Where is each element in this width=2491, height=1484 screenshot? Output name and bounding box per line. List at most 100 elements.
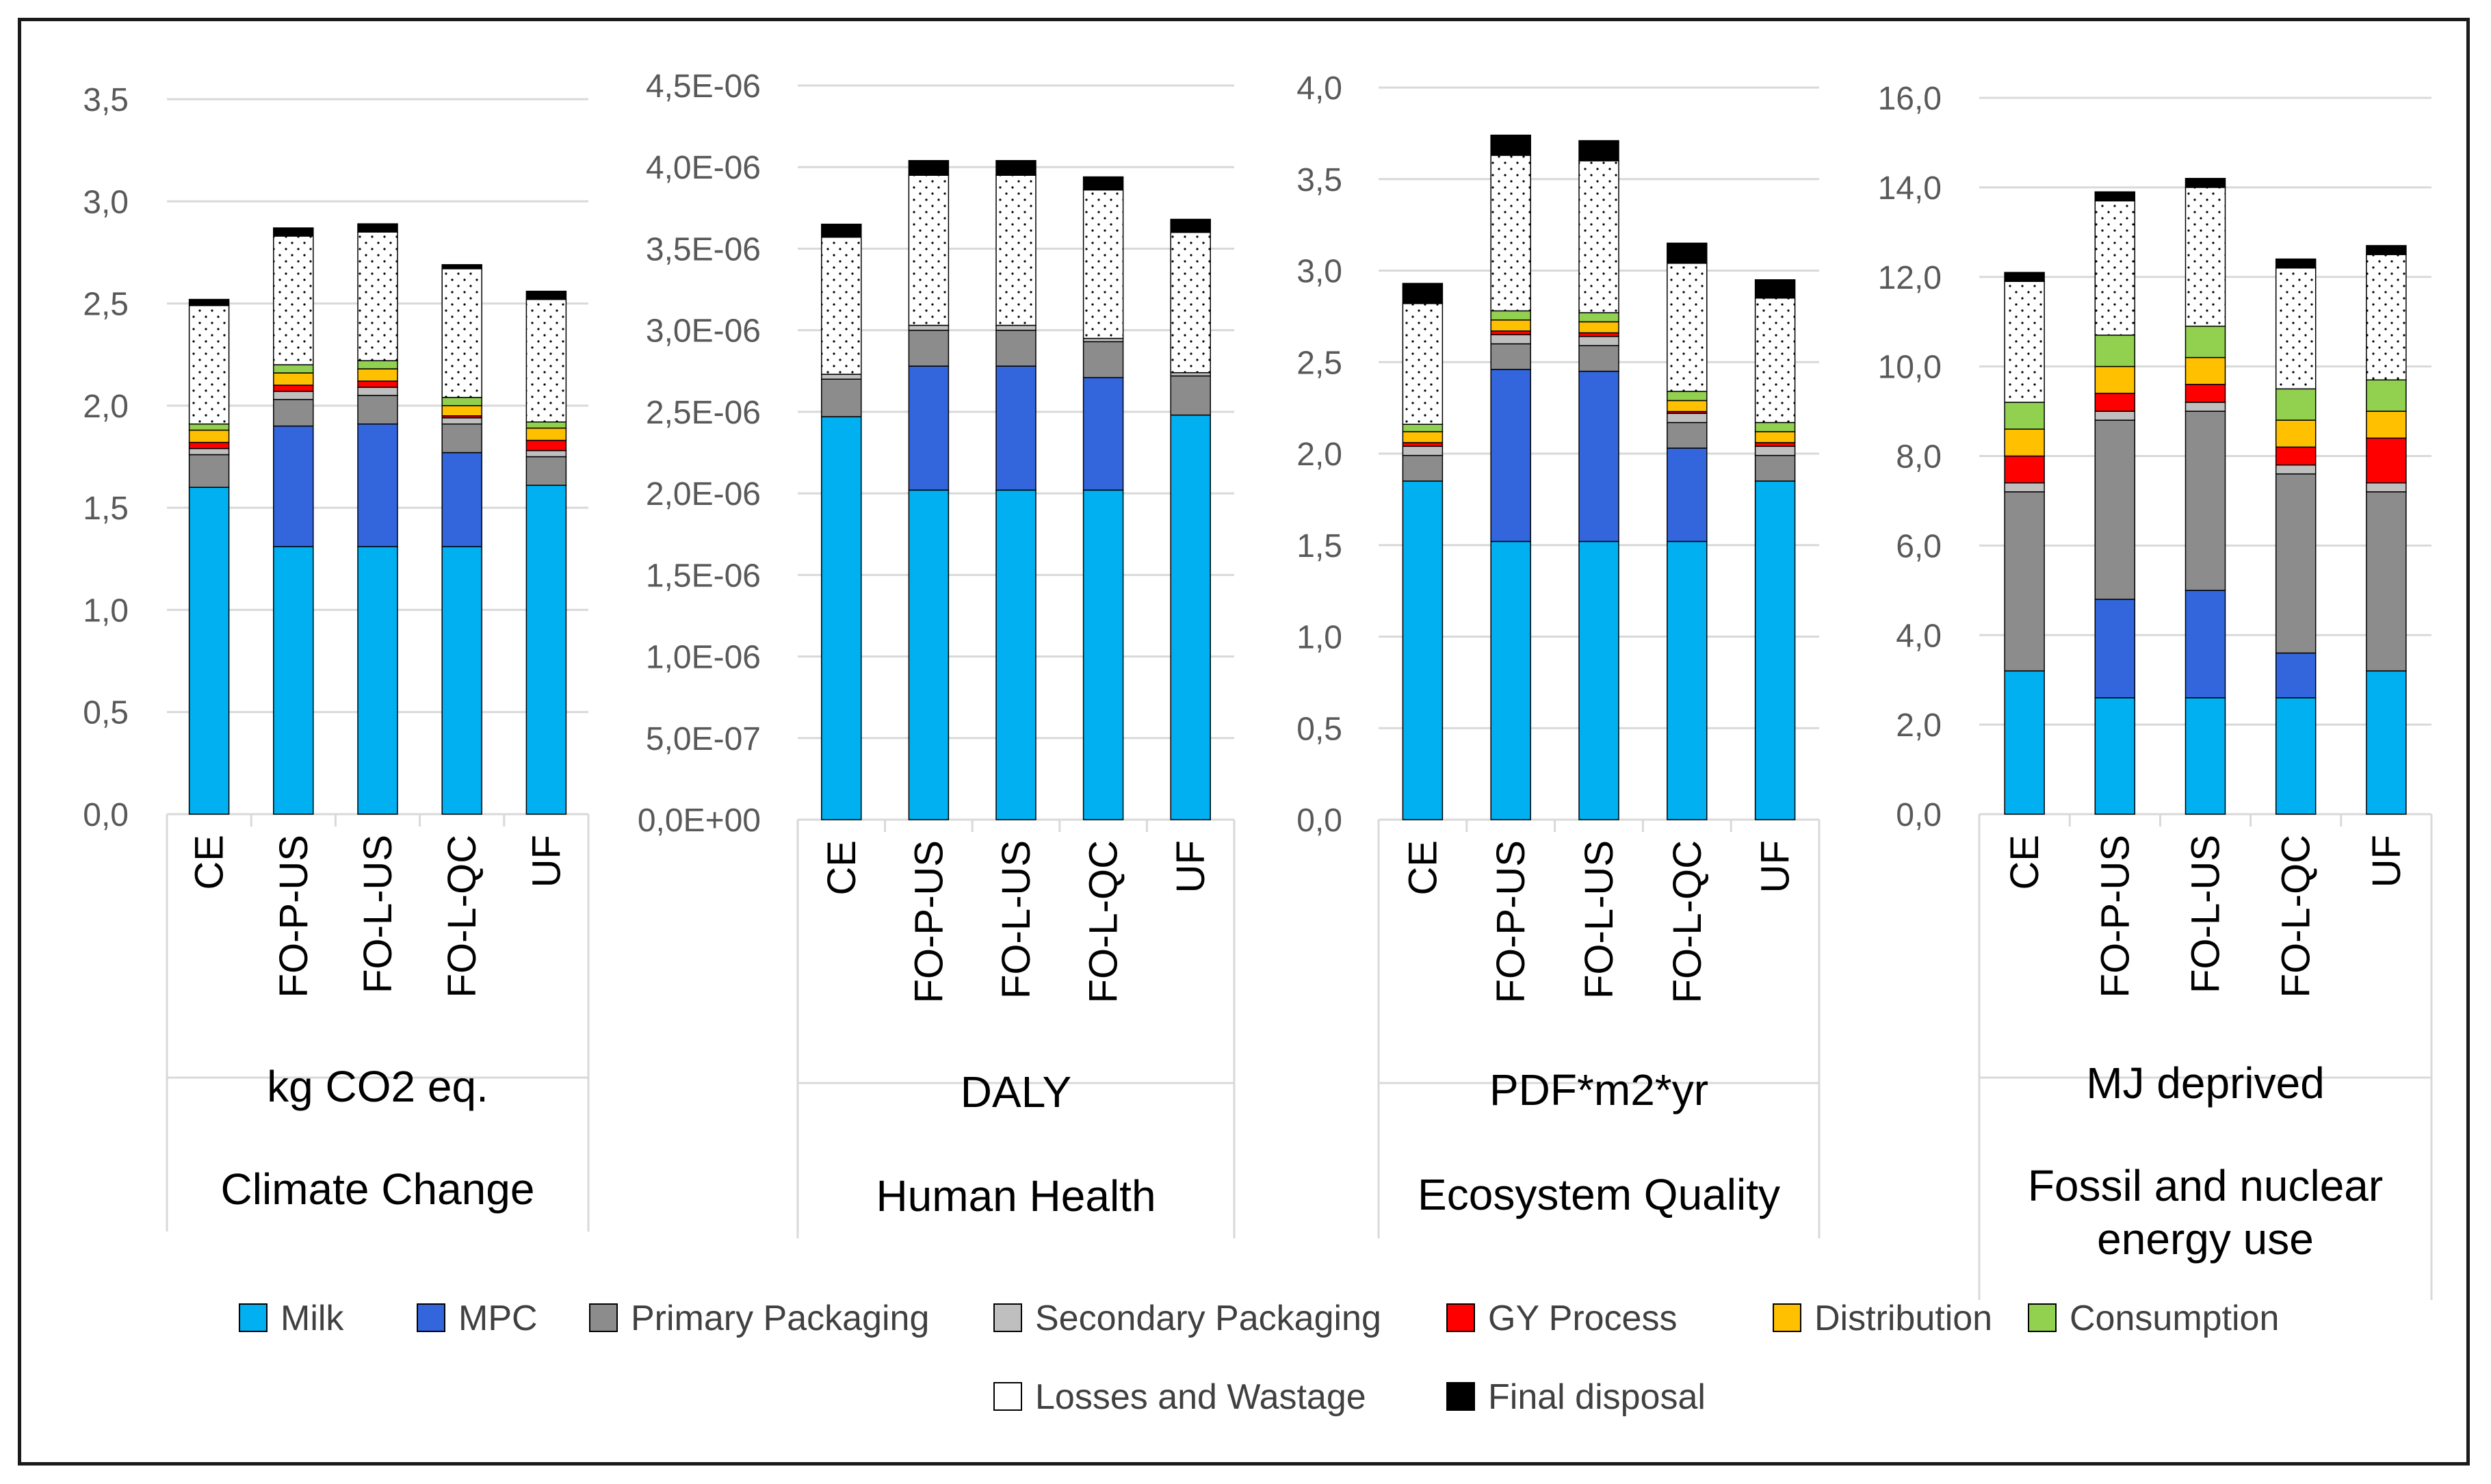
legend-label: Losses and Wastage xyxy=(1035,1377,1366,1417)
bar-segment-final-disposal xyxy=(1170,218,1211,233)
legend-item-consumption: Consumption xyxy=(2028,1299,2279,1338)
legend-item-primary-packaging: Primary Packaging xyxy=(589,1299,929,1338)
bar-segment-primary-packaging xyxy=(2275,473,2317,654)
bar-segment-primary-packaging xyxy=(908,329,950,367)
y-tick-label: 10,0 xyxy=(1878,350,1942,386)
category-label: FO-L-QC xyxy=(1082,840,1126,1003)
bar-segment-losses-and-wastage xyxy=(1170,231,1211,374)
bar-segment-mpc xyxy=(2184,590,2226,699)
bar-segment-final-disposal xyxy=(2366,245,2407,255)
y-tick-label: 1,0 xyxy=(83,593,129,629)
legend-swatch xyxy=(1446,1382,1475,1411)
bar-segment-distribution xyxy=(1754,431,1796,443)
y-tick-label: 5,0E-07 xyxy=(646,721,761,757)
bar-segment-consumption xyxy=(2366,379,2407,412)
legend-swatch xyxy=(993,1382,1022,1411)
bar-segment-milk xyxy=(2275,697,2317,815)
bar-segment-final-disposal xyxy=(1402,283,1444,304)
bar-segment-losses-and-wastage xyxy=(908,174,950,326)
bar-segment-gy-process xyxy=(2275,446,2317,466)
bar-segment-primary-packaging xyxy=(1490,343,1531,370)
bar-segment-consumption xyxy=(525,421,567,429)
bar-segment-primary-packaging xyxy=(525,456,567,486)
bar-segment-milk xyxy=(1170,414,1211,820)
bar-segment-distribution xyxy=(1578,321,1619,334)
bar-segment-gy-process xyxy=(1578,332,1619,337)
y-tick-label: 3,0 xyxy=(1296,254,1342,290)
bar-segment-primary-packaging xyxy=(1082,341,1124,378)
y-tick-label: 1,0 xyxy=(1296,620,1342,656)
bar-segment-gy-process xyxy=(1754,442,1796,447)
bar-segment-milk xyxy=(995,489,1036,820)
bar-segment-primary-packaging xyxy=(821,378,862,417)
category-label: FO-L-US xyxy=(994,840,1039,999)
bar-segment-gy-process xyxy=(2366,437,2407,484)
unit-label: DALY xyxy=(961,1067,1071,1117)
bar-segment-consumption xyxy=(2275,388,2317,421)
bar-segment-secondary-packaging xyxy=(273,391,314,400)
bar-segment-final-disposal xyxy=(273,227,314,237)
category-label: FO-L-US xyxy=(2184,835,2228,993)
legend: Milk MPC Primary Packaging Secondary Packag… xyxy=(239,1299,2279,1417)
bar-segment-primary-packaging xyxy=(441,423,482,454)
bar-segment-losses-and-wastage xyxy=(273,235,314,365)
category-label: FO-P-US xyxy=(272,835,316,998)
bar-segment-consumption xyxy=(1667,391,1708,402)
bar-segment-milk xyxy=(908,489,950,820)
bar-segment-distribution xyxy=(2366,411,2407,439)
chart-title: Climate Change xyxy=(221,1164,535,1214)
y-tick-label: 2,5E-06 xyxy=(646,395,761,431)
legend-label: Distribution xyxy=(1814,1299,1992,1338)
bar-segment-mpc xyxy=(273,425,314,547)
bar-segment-mpc xyxy=(1578,370,1619,543)
bar-segment-final-disposal xyxy=(821,223,862,238)
bar-segment-final-disposal xyxy=(525,290,567,300)
bar-segment-final-disposal xyxy=(2275,258,2317,269)
bar-segment-losses-and-wastage xyxy=(2275,267,2317,390)
bar-segment-final-disposal xyxy=(357,223,398,233)
category-label: UF xyxy=(1169,840,1213,893)
bar-segment-mpc xyxy=(357,423,398,547)
y-tick-label: 0,0 xyxy=(1896,797,1942,833)
bar-segment-gy-process xyxy=(1402,442,1444,447)
bar-segment-final-disposal xyxy=(441,264,482,270)
bar-segment-milk xyxy=(1490,541,1531,820)
bar-segment-consumption xyxy=(357,360,398,369)
y-tick-label: 0,5 xyxy=(1296,711,1342,747)
bar-segment-distribution xyxy=(525,427,567,441)
bar-segment-losses-and-wastage xyxy=(2366,254,2407,381)
y-tick-label: 3,5 xyxy=(83,82,129,118)
bar-segment-primary-packaging xyxy=(2366,491,2407,672)
y-tick-label: 2,0E-06 xyxy=(646,476,761,512)
bar-segment-gy-process xyxy=(2184,384,2226,403)
y-tick-label: 0,0 xyxy=(1296,803,1342,839)
bar-segment-distribution xyxy=(273,372,314,386)
bar-segment-mpc xyxy=(1667,447,1708,543)
bar-segment-gy-process xyxy=(357,380,398,388)
bar-segment-distribution xyxy=(2184,356,2226,385)
bar-segment-final-disposal xyxy=(2004,272,2045,283)
category-label: CE xyxy=(820,840,864,896)
legend-swatch xyxy=(239,1303,268,1332)
panel-ecosystem-quality: 0,0 0,5 1,0 1,5 2,0 2,5 3,0 3,5 4,0 CE FO-P-US FO-L… xyxy=(1296,70,1821,1238)
bar-segment-consumption xyxy=(1402,424,1444,432)
bar-segment-gy-process xyxy=(2094,393,2136,412)
bar-segment-milk xyxy=(2366,670,2407,815)
panel-climate-change: 0,0 0,5 1,0 1,5 2,0 2,5 3,0 3,5 CE FO-P-US FO-L-US… xyxy=(83,82,590,1232)
bar-segment-secondary-packaging xyxy=(1667,413,1708,424)
legend-swatch xyxy=(417,1303,445,1332)
category-label: FO-L-QC xyxy=(440,835,484,998)
y-tick-label: 0,0E+00 xyxy=(638,803,761,839)
y-tick-label: 4,5E-06 xyxy=(646,68,761,105)
y-tick-label: 2,0 xyxy=(1296,437,1342,473)
chart-title: Ecosystem Quality xyxy=(1418,1170,1780,1219)
category-label: CE xyxy=(2003,835,2047,890)
y-tick-label: 0,5 xyxy=(83,695,129,731)
category-label: FO-L-QC xyxy=(2274,835,2319,998)
category-label: FO-L-US xyxy=(356,835,400,993)
bar-segment-final-disposal xyxy=(188,298,230,307)
bar-segment-losses-and-wastage xyxy=(1402,302,1444,425)
category-label: FO-P-US xyxy=(907,840,951,1003)
category-label: UF xyxy=(524,835,569,887)
y-tick-label: 4,0 xyxy=(1296,70,1342,107)
